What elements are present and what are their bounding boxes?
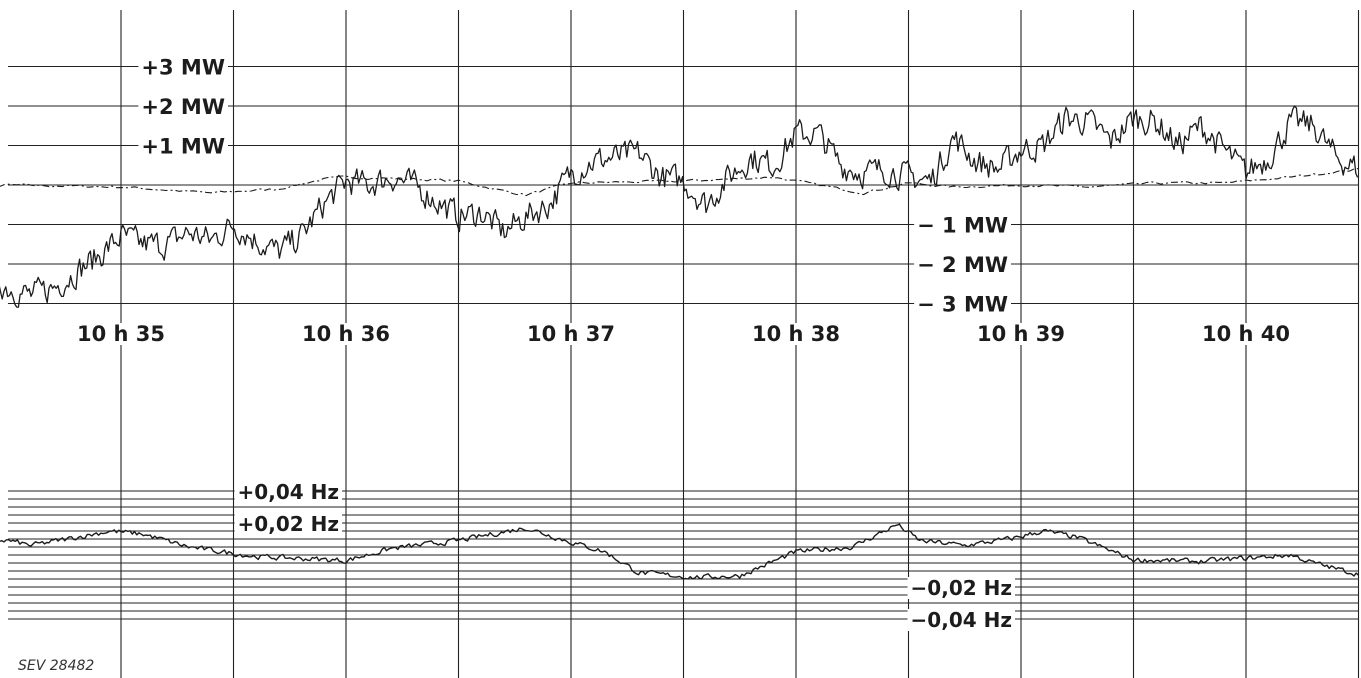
x-tick-label: 10 h 39 xyxy=(977,322,1065,346)
x-tick-label-bg xyxy=(1198,323,1294,345)
y-tick-label-frequency: +0,04 Hz xyxy=(238,480,339,504)
x-tick-label: 10 h 36 xyxy=(302,322,390,346)
x-tick-label: 10 h 40 xyxy=(1202,322,1290,346)
reference-number: SEV 28482 xyxy=(18,658,94,674)
y-tick-label-frequency-bg xyxy=(234,513,342,535)
x-tick-label: 10 h 38 xyxy=(752,322,840,346)
x-tick-label: 10 h 35 xyxy=(77,322,165,346)
y-tick-label-power-bg xyxy=(138,56,228,79)
series-line-power-reference xyxy=(0,167,1359,197)
chart-series xyxy=(0,105,1359,580)
y-tick-label-frequency: −0,02 Hz xyxy=(911,576,1012,600)
y-tick-label-frequency-bg xyxy=(907,577,1015,599)
y-tick-label-frequency-bg xyxy=(907,609,1015,631)
y-tick-label-power: − 2 MW xyxy=(917,253,1008,277)
x-tick-label-bg xyxy=(748,323,844,345)
y-tick-label-power-bg xyxy=(138,135,228,158)
y-tick-label-power-bg xyxy=(914,254,1011,276)
y-tick-label-power-bg xyxy=(914,214,1011,237)
series-line-power xyxy=(0,105,1359,308)
y-tick-label-power: +2 MW xyxy=(141,95,225,119)
chart-grid xyxy=(8,10,1360,678)
chart-labels: +3 MW +2 MW +1 MW − 1 MW − 2 MW − 3 MW 10 h 35… xyxy=(73,56,1294,632)
series-line-frequency xyxy=(0,523,1359,580)
y-tick-label-power-bg xyxy=(914,293,1011,316)
y-tick-label-power: +1 MW xyxy=(141,135,225,159)
x-tick-label-bg xyxy=(298,323,394,345)
x-tick-label-bg xyxy=(523,323,619,345)
y-tick-label-frequency-bg xyxy=(234,481,342,503)
x-tick-label-bg xyxy=(73,323,169,345)
y-tick-label-power: − 1 MW xyxy=(917,214,1008,238)
y-tick-label-power-bg xyxy=(138,96,228,118)
x-tick-label-bg xyxy=(973,323,1069,345)
y-tick-label-power: +3 MW xyxy=(141,56,225,80)
y-tick-label-frequency: +0,02 Hz xyxy=(238,512,339,536)
y-tick-label-power: − 3 MW xyxy=(917,293,1008,317)
y-tick-label-frequency: −0,04 Hz xyxy=(911,608,1012,632)
x-tick-label: 10 h 37 xyxy=(527,322,615,346)
